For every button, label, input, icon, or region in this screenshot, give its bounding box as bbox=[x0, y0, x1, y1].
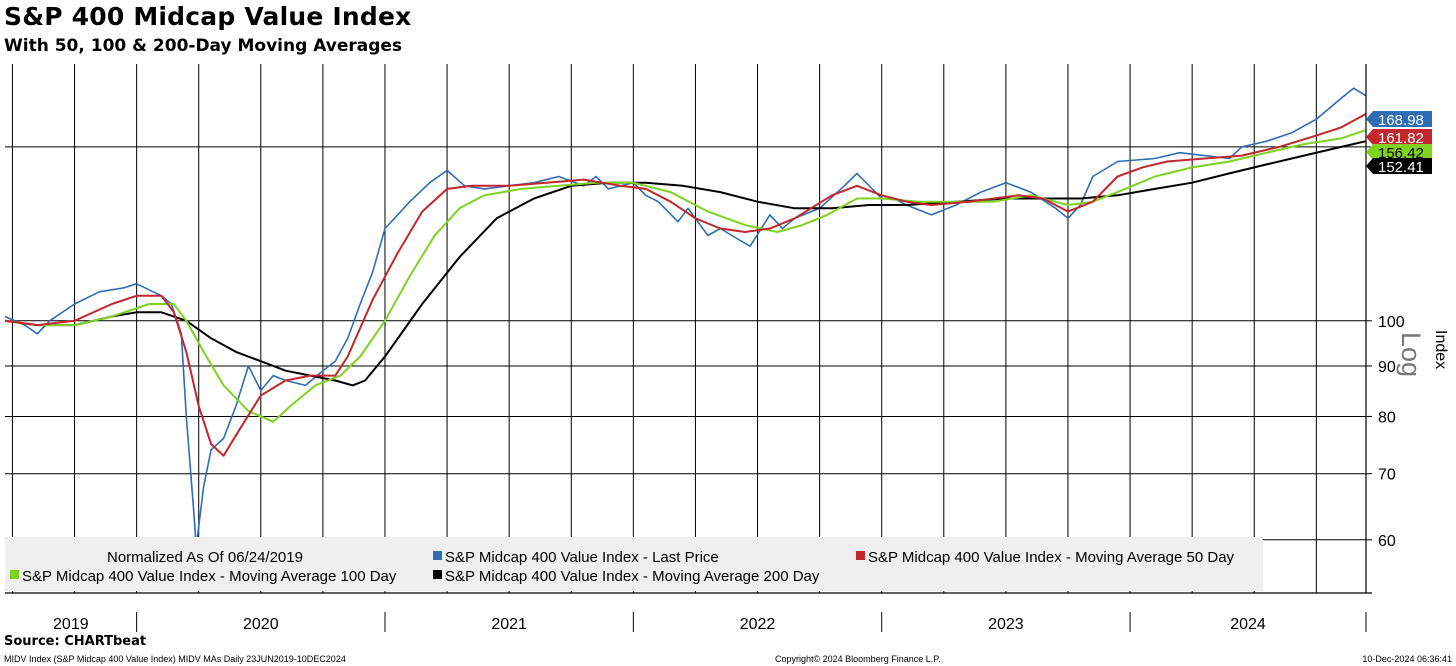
series-line-last-price bbox=[4, 87, 1367, 548]
footer-left: MIDV Index (S&P Midcap 400 Value Index) … bbox=[4, 654, 346, 664]
tag-ma100-text: 156.42 bbox=[1378, 145, 1424, 162]
series-lines bbox=[4, 87, 1367, 548]
legend-swatch bbox=[433, 551, 442, 560]
legend-swatch bbox=[10, 570, 19, 579]
y-tick-label: 80 bbox=[1378, 409, 1396, 426]
x-year-label: 2022 bbox=[740, 616, 776, 633]
tag-ma50-text: 161.82 bbox=[1378, 130, 1424, 147]
legend: Normalized As Of 06/24/2019 S&P Midcap 40… bbox=[5, 537, 1263, 591]
tag-ma200-text: 152.41 bbox=[1378, 159, 1424, 176]
tag-last-price-text: 168.98 bbox=[1378, 112, 1424, 129]
gridlines bbox=[5, 64, 1366, 593]
chart-title: S&P 400 Midcap Value Index bbox=[4, 2, 412, 31]
y-tick-label: 60 bbox=[1378, 533, 1396, 550]
y-tick-label: 70 bbox=[1378, 467, 1396, 484]
series-line-ma100 bbox=[4, 129, 1367, 423]
x-year-label: 2024 bbox=[1230, 616, 1266, 633]
legend-swatch bbox=[433, 570, 442, 579]
tag-ma100-box bbox=[1366, 144, 1432, 160]
footer-timestamp: 10-Dec-2024 06:36:41 bbox=[1362, 654, 1452, 664]
scale-label: Log bbox=[1396, 332, 1426, 377]
legend-swatch bbox=[856, 551, 865, 560]
series-line-ma50 bbox=[4, 113, 1367, 457]
y-tick-label: 100 bbox=[1378, 314, 1405, 331]
x-year-label: 2019 bbox=[53, 616, 89, 633]
source-note: Source: CHARTbeat bbox=[4, 634, 147, 649]
x-year-label: 2023 bbox=[988, 616, 1024, 633]
legend-entry: S&P Midcap 400 Value Index - Moving Aver… bbox=[868, 549, 1235, 566]
y-axis-title: Index bbox=[1432, 330, 1449, 369]
series-line-ma200 bbox=[4, 140, 1367, 387]
axes: 60708090100150IndexLog201920202021202220… bbox=[5, 64, 1449, 633]
x-year-label: 2021 bbox=[491, 616, 527, 633]
x-year-label: 2020 bbox=[243, 616, 279, 633]
legend-entry: S&P Midcap 400 Value Index - Moving Aver… bbox=[445, 568, 820, 585]
footer-copyright: Copyright© 2024 Bloomberg Finance L.P. bbox=[775, 654, 941, 664]
tag-last-price-box bbox=[1366, 111, 1432, 127]
y-tick-label: 90 bbox=[1378, 359, 1396, 376]
tag-ma200-box bbox=[1366, 158, 1432, 174]
tag-ma50-box bbox=[1366, 129, 1432, 145]
chart-subtitle: With 50, 100 & 200-Day Moving Averages bbox=[4, 36, 403, 56]
legend-entry: S&P Midcap 400 Value Index - Moving Aver… bbox=[22, 568, 397, 585]
legend-box bbox=[5, 537, 1263, 591]
legend-normalized-note: Normalized As Of 06/24/2019 bbox=[107, 549, 303, 566]
legend-entry: S&P Midcap 400 Value Index - Last Price bbox=[445, 549, 719, 566]
